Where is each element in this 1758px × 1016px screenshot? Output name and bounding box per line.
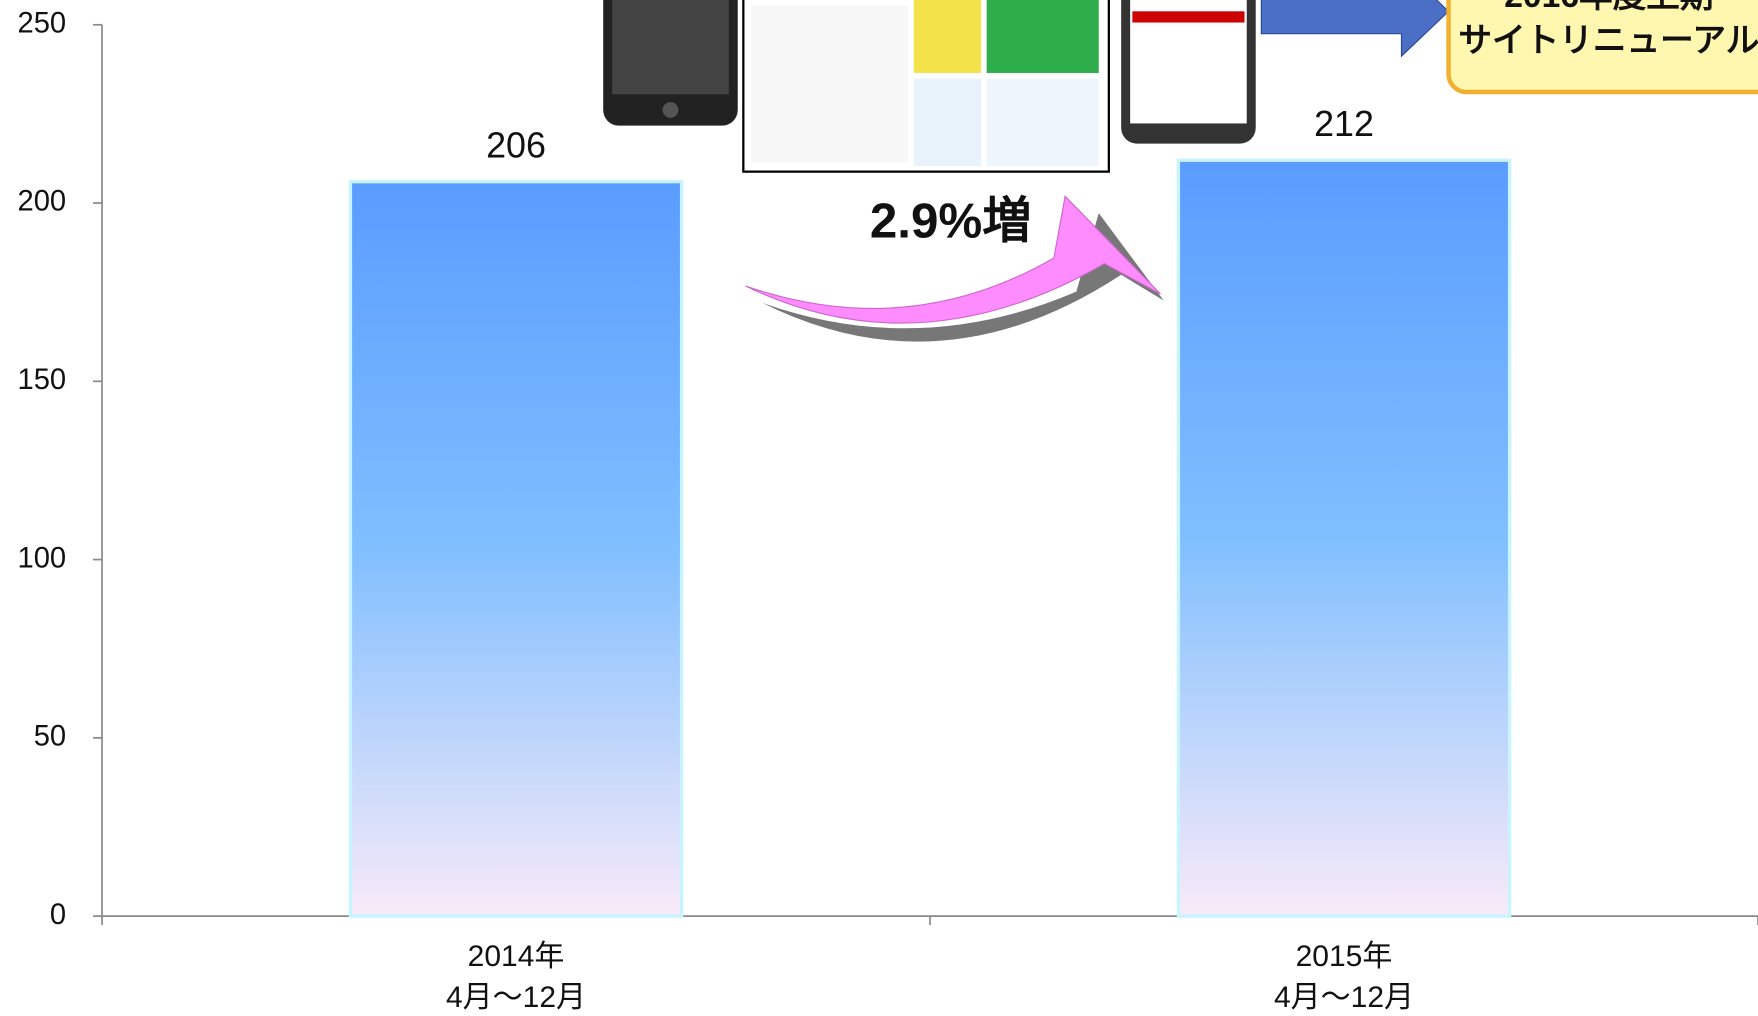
blue-arrow — [1260, 0, 1450, 58]
data-label: 212 — [1314, 104, 1374, 144]
x-tick-label: 2015年 4月～12月 — [1273, 940, 1415, 1015]
y-tick-label: 100 — [18, 542, 67, 574]
y-tick-label: 0 — [50, 899, 66, 931]
y-tick-label: 250 — [18, 7, 67, 39]
data-label: 206 — [486, 125, 546, 165]
phone-image — [603, 0, 738, 126]
web-page-image — [742, 0, 1110, 173]
callout-box — [1446, 0, 1758, 95]
x-tick-label: 2014年 4月～12月 — [445, 940, 587, 1015]
phone-image — [1121, 0, 1256, 144]
callout-text: 2016年度上期 — [1504, 0, 1713, 15]
growth-label: 2.9%増 — [870, 193, 1032, 248]
callout-text: サイトリニューアル — [1458, 23, 1758, 60]
growth-arrow — [745, 195, 1164, 342]
bar — [348, 179, 684, 918]
y-tick-label: 200 — [18, 186, 67, 218]
y-tick-label: 150 — [18, 364, 67, 396]
bar — [1176, 158, 1512, 918]
y-tick-label: 50 — [34, 721, 66, 753]
